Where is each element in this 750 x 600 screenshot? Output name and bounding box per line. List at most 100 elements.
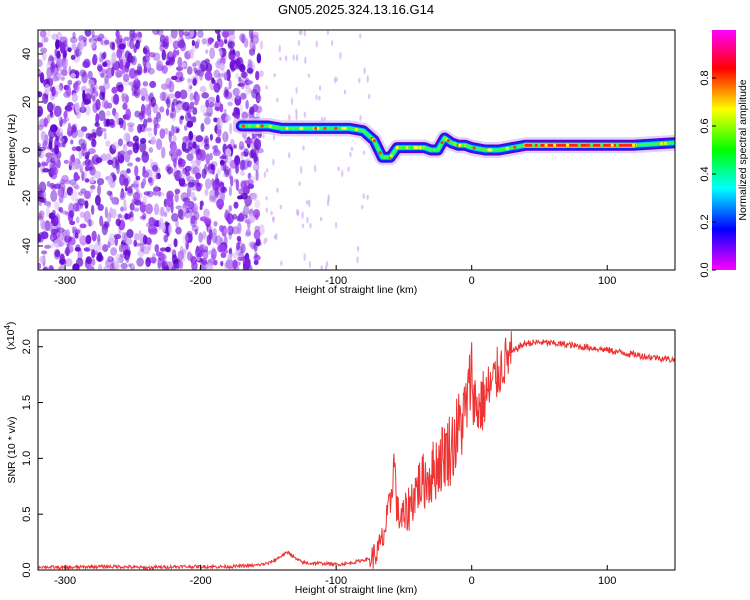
noise-blob [182, 167, 188, 175]
noise-blob [307, 73, 311, 78]
noise-blob [153, 116, 159, 127]
noise-blob [252, 31, 260, 38]
noise-blob [190, 116, 196, 123]
noise-blob [149, 158, 153, 166]
noise-blob [196, 38, 201, 46]
noise-blob [104, 206, 109, 219]
noise-blob [187, 81, 193, 93]
noise-blob [38, 70, 42, 75]
noise-blob [251, 133, 258, 138]
noise-blob [142, 235, 148, 245]
noise-blob [69, 154, 75, 167]
noise-blob [256, 94, 262, 102]
noise-blob [302, 145, 305, 151]
noise-blob [197, 252, 204, 258]
noise-blob [250, 32, 254, 43]
noise-blob [202, 230, 207, 240]
noise-blob [90, 84, 95, 95]
noise-blob [207, 169, 213, 176]
noise-blob [347, 166, 350, 172]
noise-blob [128, 81, 135, 86]
noise-blob [240, 71, 248, 79]
noise-blob [72, 31, 76, 39]
noise-blob [362, 150, 366, 155]
noise-blob [151, 171, 158, 182]
noise-blob [132, 192, 141, 201]
noise-blob [232, 111, 237, 117]
noise-blob [134, 165, 139, 177]
noise-blob [138, 230, 142, 241]
noise-blob [59, 42, 66, 54]
noise-blob [330, 39, 334, 46]
noise-blob [114, 159, 120, 170]
noise-blob [184, 124, 188, 131]
noise-blob [223, 72, 228, 81]
noise-blob [319, 216, 323, 222]
noise-blob [143, 191, 151, 196]
noise-blob [272, 216, 275, 222]
noise-blob [165, 60, 171, 66]
ridge-peak [440, 140, 444, 145]
noise-blob [196, 182, 200, 187]
noise-blob [63, 159, 70, 165]
noise-blob [223, 108, 227, 115]
noise-blob [186, 251, 192, 261]
noise-blob [111, 174, 117, 181]
noise-blob [288, 114, 291, 122]
noise-blob [39, 30, 47, 38]
noise-blob [172, 259, 179, 265]
noise-blob [225, 148, 232, 157]
noise-blob [106, 110, 111, 117]
noise-blob [233, 201, 239, 209]
noise-blob [170, 30, 178, 39]
noise-blob [71, 126, 78, 139]
noise-blob [177, 56, 183, 68]
noise-blob [142, 56, 147, 68]
ridge-peak [260, 124, 264, 128]
noise-blob [116, 48, 123, 59]
noise-blob [196, 69, 205, 77]
noise-blob [298, 30, 302, 35]
top-x-ticks: -300 -200 -100 0 100 [54, 265, 616, 287]
noise-blob [38, 262, 42, 269]
noise-blob [209, 189, 217, 201]
noise-blob [152, 189, 158, 196]
noise-blob [126, 141, 134, 147]
noise-blob [229, 167, 233, 172]
noise-blob [175, 128, 180, 133]
noise-blob [250, 193, 257, 201]
noise-blob [337, 166, 340, 172]
noise-blob [38, 162, 41, 168]
noise-blob [280, 260, 283, 267]
noise-blob [208, 249, 216, 255]
noise-blob [41, 250, 48, 255]
noise-blob [120, 262, 128, 270]
noise-blob [137, 123, 142, 134]
noise-blob [120, 206, 125, 212]
noise-blob [318, 85, 322, 91]
noise-blob [241, 111, 249, 120]
noise-blob [214, 106, 221, 111]
noise-blob [193, 99, 199, 106]
noise-blob [149, 80, 157, 88]
ridge-peak [600, 143, 604, 147]
noise-blob [48, 265, 54, 270]
noise-blob [113, 93, 120, 105]
noise-blob [71, 92, 78, 103]
noise-blob [38, 124, 44, 131]
noise-blob [356, 256, 359, 264]
noise-blob [99, 91, 105, 101]
noise-blob [237, 256, 244, 262]
noise-blob [349, 151, 352, 157]
snr-series-line [38, 331, 675, 570]
noise-blob [184, 136, 190, 142]
bottom-x-tick-label: 100 [598, 575, 616, 587]
noise-blob [265, 85, 268, 90]
noise-blob [203, 112, 212, 117]
noise-blob [248, 175, 256, 185]
noise-blob [64, 235, 72, 243]
noise-blob [187, 78, 191, 83]
noise-blob [88, 244, 95, 251]
noise-blob [75, 46, 80, 58]
